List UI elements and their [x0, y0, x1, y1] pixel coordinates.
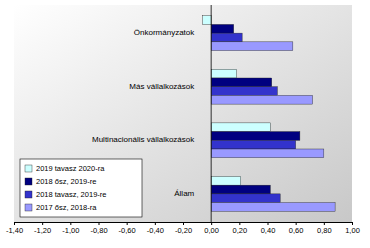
category-label: Állam	[174, 189, 194, 198]
legend-label: 2017 ősz, 2018-ra	[36, 203, 97, 212]
legend: 2019 tavasz 2020-ra 2018 ősz, 2019-re 2018…	[20, 159, 142, 217]
category-axis-line	[211, 5, 212, 222]
bar	[211, 194, 280, 203]
tick-mark	[211, 222, 212, 225]
series	[211, 24, 300, 193]
legend-swatch	[25, 178, 32, 185]
bar	[211, 140, 296, 149]
x-axis: -1,40 -1,20 -1,00 -0,80 -0,60 -0,40 -0,20 0,00 0…	[6, 222, 360, 235]
tick: -0,60	[119, 222, 136, 235]
bar	[211, 203, 335, 212]
tick-label: 0,20	[233, 226, 248, 235]
bar	[211, 176, 241, 185]
tick-mark	[239, 222, 240, 225]
category-label: Önkormányzatok	[134, 28, 195, 37]
tick-label: -0,80	[90, 226, 107, 235]
tick: -0,20	[175, 222, 192, 235]
tick-label: 0,40	[261, 226, 276, 235]
tick: -0,40	[147, 222, 164, 235]
tick: 0,80	[317, 222, 332, 235]
bars	[203, 16, 335, 212]
tick-mark	[324, 222, 325, 225]
bar	[211, 149, 324, 158]
bar	[211, 78, 272, 87]
category-label: Más vállalkozások	[129, 82, 195, 91]
tick: -1,20	[34, 222, 51, 235]
bar	[211, 24, 234, 33]
tick: 0,40	[261, 222, 276, 235]
tick-label: 1,00	[345, 226, 360, 235]
tick-label: -0,20	[175, 226, 192, 235]
tick-mark	[127, 222, 128, 225]
tick-mark	[155, 222, 156, 225]
tick-label: -0,40	[147, 226, 164, 235]
bar	[203, 16, 211, 25]
tick-label: -0,60	[119, 226, 136, 235]
tick-label: 0,80	[317, 226, 332, 235]
legend-label: 2019 tavasz 2020-ra	[36, 164, 105, 173]
legend-swatch	[25, 204, 32, 211]
bar	[211, 185, 270, 194]
chart: Önkormányzatok Más vállalkozások Multinaci…	[0, 0, 370, 248]
category-label: Multinacionális vállalkozások	[92, 135, 195, 144]
tick-mark	[268, 222, 269, 225]
plot: Önkormányzatok Más vállalkozások Multinaci…	[6, 5, 360, 235]
tick-mark	[352, 222, 353, 225]
legend-label: 2018 tavasz, 2019-re	[36, 190, 106, 199]
legend-label: 2018 ősz, 2019-re	[36, 177, 96, 186]
tick: -0,80	[90, 222, 107, 235]
tick: 1,00	[345, 222, 360, 235]
plot-background	[14, 5, 352, 222]
bar	[211, 87, 277, 96]
tick: 0,60	[289, 222, 304, 235]
tick-mark	[70, 222, 71, 225]
legend-box	[20, 159, 142, 217]
series	[211, 42, 335, 211]
tick: 0,20	[233, 222, 248, 235]
tick-mark	[14, 222, 15, 225]
tick-label: -1,00	[62, 226, 79, 235]
tick: 0,00	[204, 222, 219, 235]
bar	[211, 69, 236, 78]
tick-mark	[42, 222, 43, 225]
tick-label: 0,60	[289, 226, 304, 235]
bar	[211, 33, 242, 42]
tick: -1,40	[6, 222, 23, 235]
tick-mark	[99, 222, 100, 225]
legend-swatch	[25, 191, 32, 198]
tick-mark	[183, 222, 184, 225]
tick-mark	[296, 222, 297, 225]
bar	[211, 95, 312, 104]
tick-label: -1,40	[6, 226, 23, 235]
tick-label: -1,20	[34, 226, 51, 235]
series	[211, 33, 296, 202]
tick: -1,00	[62, 222, 79, 235]
legend-swatch	[25, 165, 32, 172]
bar	[211, 42, 293, 51]
tick-label: 0,00	[204, 226, 219, 235]
bar	[211, 132, 300, 141]
bar	[211, 123, 270, 132]
